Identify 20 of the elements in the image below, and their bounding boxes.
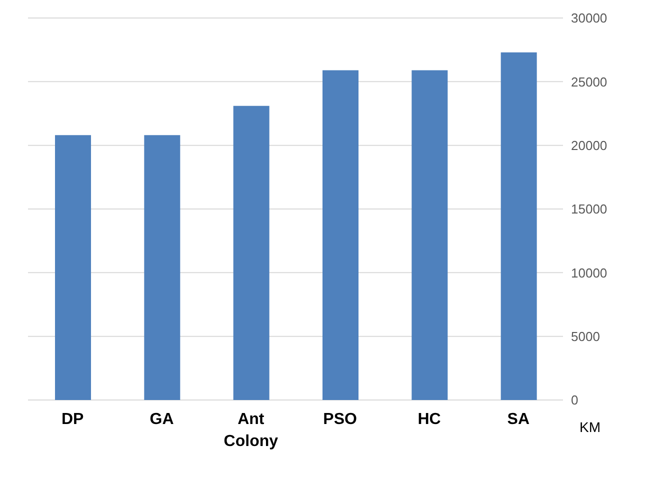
y-tick-label: 30000 bbox=[571, 10, 608, 26]
y-tick-label: 15000 bbox=[571, 202, 608, 217]
x-tick-label: SA bbox=[507, 411, 530, 428]
x-tick-label: PSO bbox=[323, 411, 357, 428]
bar bbox=[55, 135, 91, 400]
y-tick-label: 0 bbox=[571, 392, 578, 408]
y-tick-label: 5000 bbox=[571, 328, 600, 344]
y-tick-label: 20000 bbox=[571, 138, 608, 153]
y-tick-label: 10000 bbox=[571, 265, 608, 280]
x-tick-label: DP bbox=[61, 411, 84, 428]
y-axis-title: KM bbox=[580, 419, 600, 435]
x-tick-label: GA bbox=[150, 411, 174, 428]
bar bbox=[144, 135, 180, 400]
bar bbox=[322, 70, 358, 400]
x-tick-label: HC bbox=[418, 411, 442, 428]
bar bbox=[412, 70, 448, 400]
bar bbox=[233, 106, 270, 400]
bar bbox=[500, 52, 537, 400]
x-tick-label: Ant Colony bbox=[224, 411, 278, 450]
y-tick-label: 25000 bbox=[571, 74, 608, 90]
